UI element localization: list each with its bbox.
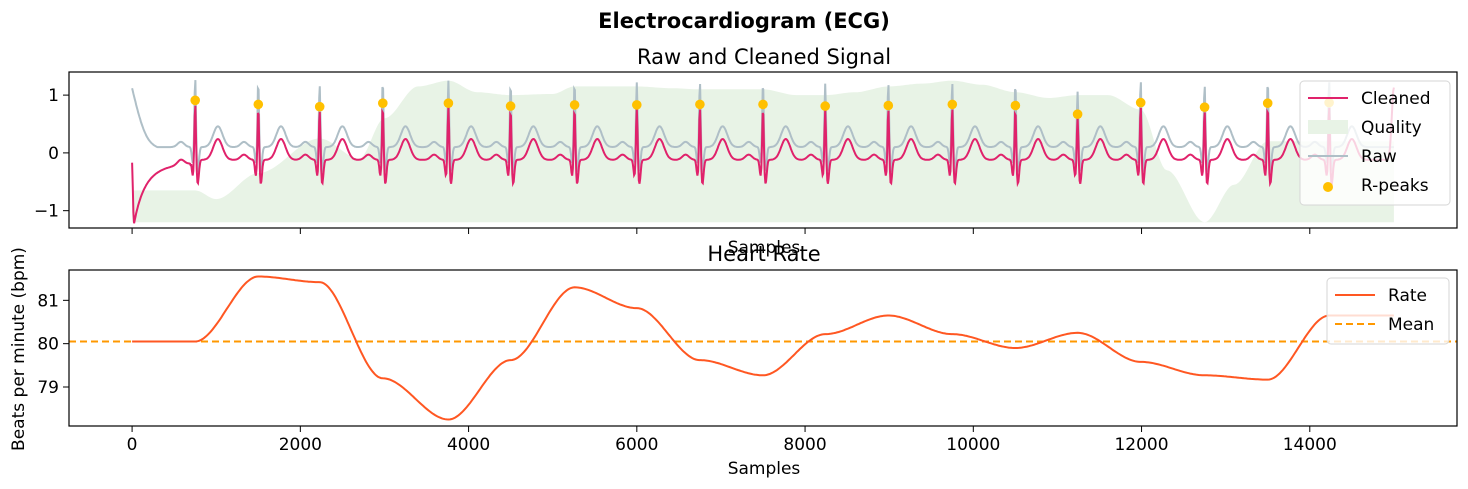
x-tick-label: 0 [127, 435, 138, 455]
legend-label: Mean [1388, 315, 1434, 335]
r-peak-marker [1135, 97, 1146, 108]
r-peak-marker [1199, 102, 1210, 112]
signal-panel-xlabel: Samples [728, 238, 801, 258]
r-peak-marker [443, 98, 454, 108]
legend-label: Quality [1361, 118, 1422, 138]
x-tick-label: 14000 [1283, 435, 1337, 455]
heart-rate-panel-xlabel: Samples [728, 459, 801, 479]
heart-rate-axes: 79 80 81 0 2000 4000 6000 8000 10000 12000 14000 [37, 269, 1458, 455]
x-tick-label: 6000 [615, 435, 658, 455]
r-peak-marker [314, 101, 325, 112]
cleaned-path [131, 87, 1395, 224]
y-tick-label: 81 [37, 291, 59, 311]
signal-panel-title: Raw and Cleaned Signal [637, 45, 891, 69]
signal-axes: −1 0 1 [34, 71, 1458, 234]
figure-suptitle: Electrocardiogram (ECG) [598, 9, 890, 33]
r-peak-marker [947, 99, 958, 110]
y-tick-label: 80 [37, 335, 59, 355]
r-peak-marker [883, 100, 894, 111]
y-tick-label: 1 [48, 86, 59, 106]
r-peak-marker [378, 98, 388, 108]
r-peak-marker [632, 100, 642, 110]
legend-label: R-peaks [1361, 176, 1429, 196]
legend-box [1299, 80, 1451, 206]
r-peak-marker [1072, 109, 1083, 119]
r-peak-marker [1262, 98, 1273, 108]
heart-rate-panel: Heart Rate 79 80 81 0 2000 4000 6000 8000 10000 1… [9, 242, 1458, 479]
legend-label: Rate [1388, 286, 1427, 306]
y-tick-label: 0 [48, 144, 59, 164]
x-tick-label: 2000 [279, 435, 322, 455]
signal-legend: Cleaned Quality Raw R-peaks [1299, 80, 1451, 206]
legend-swatch [1323, 182, 1333, 192]
x-tick-label: 4000 [447, 435, 490, 455]
r-peaks-group [190, 95, 1334, 119]
signal-panel: Raw and Cleaned Signal −1 0 1 Samples Clea… [34, 45, 1458, 258]
rate-path [132, 275, 1394, 421]
heart-rate-legend: Rate Mean [1326, 277, 1450, 345]
rate-line [132, 275, 1394, 421]
r-peak-marker [190, 95, 200, 106]
r-peak-marker [253, 99, 264, 110]
x-tick-label: 10000 [946, 435, 1000, 455]
raw-signal-line [131, 80, 1394, 175]
axes-frame [68, 71, 1458, 229]
r-peak-marker [758, 99, 768, 110]
legend-label: Raw [1361, 147, 1397, 167]
legend-label: Cleaned [1361, 89, 1431, 109]
r-peak-marker [695, 99, 705, 110]
r-peak-marker [505, 101, 516, 111]
r-peak-marker [569, 100, 580, 110]
heart-rate-panel-ylabel: Beats per minute (bpm) [9, 247, 29, 451]
x-tick-label: 12000 [1114, 435, 1168, 455]
axes-frame [68, 269, 1458, 427]
x-tick-label: 8000 [783, 435, 826, 455]
y-tick-label: −1 [34, 202, 59, 222]
r-peak-marker [820, 101, 830, 111]
heart-rate-panel-title: Heart Rate [707, 242, 820, 266]
y-tick-label: 79 [37, 378, 59, 398]
legend-swatch [1308, 120, 1348, 134]
raw-path [131, 80, 1394, 175]
cleaned-signal-line [131, 87, 1395, 224]
r-peak-marker [1010, 100, 1021, 111]
